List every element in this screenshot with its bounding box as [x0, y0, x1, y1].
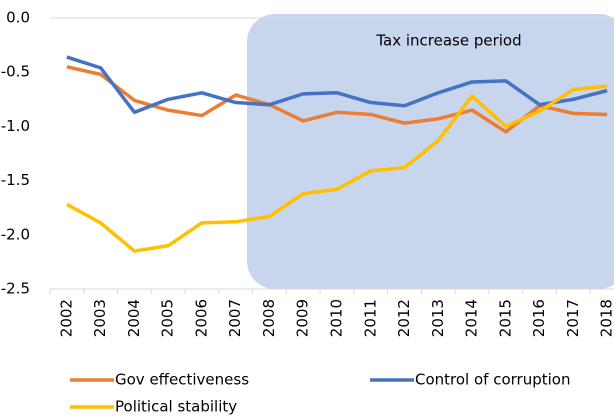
- y-tick-label: -2.5: [1, 280, 30, 298]
- x-tick-label: 2015: [496, 299, 514, 337]
- x-tick-label: 2006: [192, 299, 210, 337]
- y-tick-label: -1.0: [1, 117, 30, 135]
- legend-label: Gov effectiveness: [115, 371, 249, 389]
- y-tick-label: -0.5: [1, 63, 30, 81]
- x-tick-label: 2017: [564, 299, 582, 337]
- x-tick-label: 2007: [226, 299, 244, 337]
- series-line: [66, 55, 608, 115]
- x-tick-label: 2016: [530, 299, 548, 337]
- x-tick-label: 2013: [429, 299, 447, 337]
- x-tick-label: 2010: [328, 299, 346, 337]
- x-tick-label: 2018: [598, 299, 614, 337]
- x-tick-label: 2011: [361, 299, 379, 337]
- y-tick-label: -2.0: [1, 225, 30, 243]
- y-tick-label: -1.5: [1, 171, 30, 189]
- x-tick-label: 2009: [294, 299, 312, 337]
- annotation: Tax increase period: [375, 32, 521, 50]
- highlight-region: [247, 14, 614, 289]
- series-line: [66, 84, 608, 253]
- legend-label: Political stability: [115, 398, 237, 416]
- x-tick-label: 2002: [57, 299, 75, 337]
- x-tick-label: 2004: [125, 299, 143, 337]
- x-tick-label: 2003: [91, 299, 109, 337]
- x-tick-label: 2014: [463, 299, 481, 337]
- x-tick-label: 2012: [395, 299, 413, 337]
- y-tick-label: 0.0: [6, 9, 30, 27]
- x-tick-label: 2008: [260, 299, 278, 337]
- legend-label: Control of corruption: [415, 371, 570, 389]
- x-tick-label: 2005: [159, 299, 177, 337]
